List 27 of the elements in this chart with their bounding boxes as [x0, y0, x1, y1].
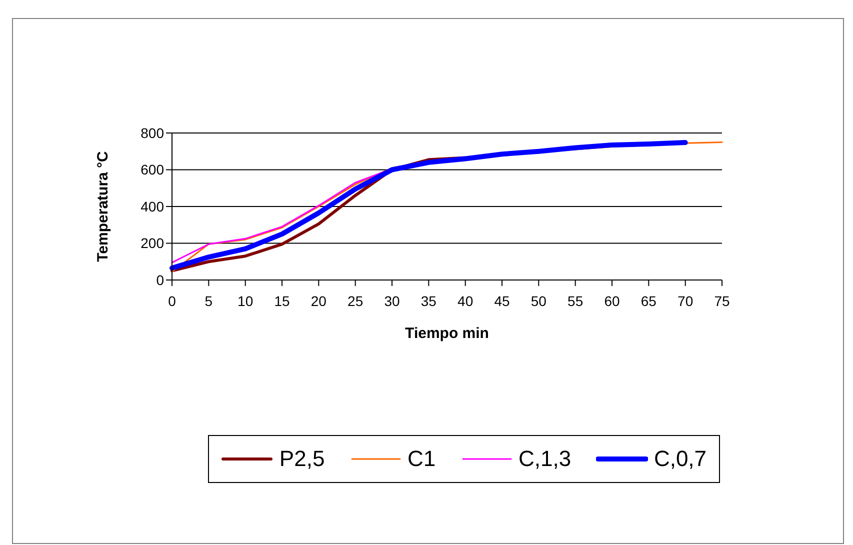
x-tick-label: 15: [274, 292, 290, 309]
legend-label: C,1,3: [518, 446, 572, 472]
legend-label: C1: [408, 446, 436, 472]
x-tick-label: 20: [310, 292, 327, 309]
y-tick-label: 200: [140, 235, 164, 252]
y-axis-title: Temperatura °C: [94, 150, 112, 262]
legend-label: P2,5: [279, 446, 325, 472]
x-tick-label: 10: [238, 292, 254, 309]
y-tick-label: 0: [156, 272, 164, 288]
x-tick-label: 0: [168, 292, 176, 309]
x-tick-label: 70: [678, 292, 694, 309]
legend-label: C,0,7: [654, 446, 707, 472]
x-axis-title: Tiempo min: [405, 325, 489, 342]
x-tick-label: 65: [640, 292, 657, 309]
x-tick-label: 55: [568, 292, 584, 309]
x-tick-label: 50: [530, 292, 547, 309]
x-tick-label: 30: [384, 292, 400, 309]
x-tick-label: 25: [348, 292, 364, 309]
x-tick-label: 60: [604, 292, 620, 309]
y-tick-label: 600: [140, 162, 164, 178]
y-tick-label: 400: [140, 198, 164, 214]
x-tick-label: 5: [204, 292, 213, 309]
x-tick-label: 45: [494, 292, 510, 309]
x-tick-label: 75: [714, 292, 730, 309]
y-tick-label: 800: [140, 124, 164, 141]
x-tick-label: 40: [458, 292, 474, 309]
x-tick-label: 35: [420, 292, 437, 309]
